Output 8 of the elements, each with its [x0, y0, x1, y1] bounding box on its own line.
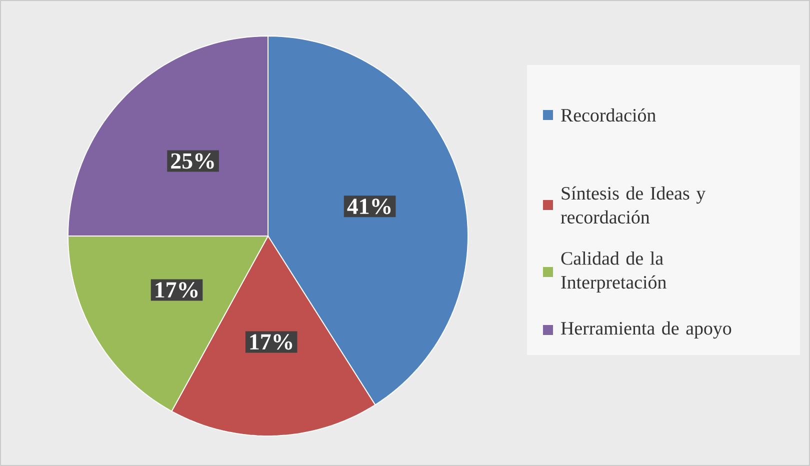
data-label: 17%: [250, 334, 292, 350]
legend-label: Recordación: [561, 108, 656, 122]
legend-label: Herramienta de apoyo: [561, 321, 732, 339]
data-label: 17%: [156, 282, 198, 298]
legend-label: Síntesis de Ideas y recordación: [560, 186, 706, 224]
legend-label: Calidad de la Interpretación: [561, 251, 666, 293]
data-label: 25%: [171, 153, 214, 169]
data-label: 41%: [347, 198, 391, 214]
